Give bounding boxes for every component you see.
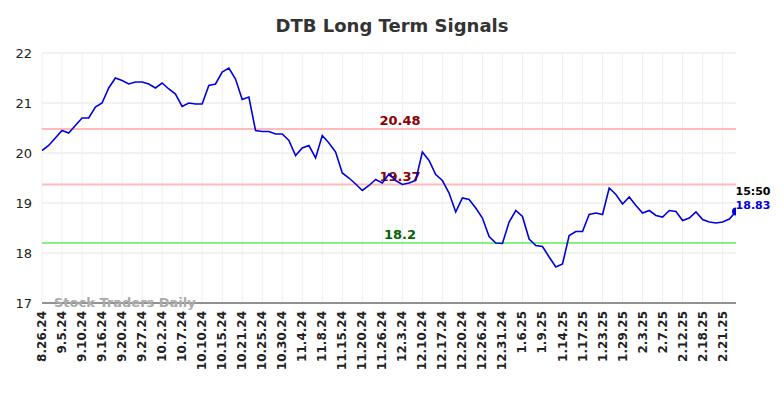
- title: DTB Long Term Signals: [276, 15, 509, 36]
- x-tick-label: 1.9.25: [535, 311, 549, 354]
- grid-line-x: [282, 53, 283, 303]
- grid-line-x: [582, 53, 583, 303]
- level-line: [42, 242, 736, 244]
- grid-line-x: [342, 53, 343, 303]
- x-tick-label: 2.21.25: [716, 311, 730, 362]
- grid-line-x: [62, 53, 63, 303]
- grid-line-x: [262, 53, 263, 303]
- x-tick-label: 12.26.24: [475, 311, 489, 370]
- y-tick-label: 18: [15, 246, 32, 261]
- x-tick-label: 10.10.24: [195, 311, 209, 370]
- level-line: [42, 184, 736, 186]
- grid-line-x: [682, 53, 683, 303]
- grid-line-x: [102, 53, 103, 303]
- x-tick-label: 1.14.25: [556, 311, 570, 362]
- level-label: 20.48: [379, 113, 420, 128]
- x-tick-label: 10.30.24: [275, 311, 289, 370]
- x-tick-label: 10.15.24: [215, 311, 229, 370]
- grid-line-x: [322, 53, 323, 303]
- grid-line-x: [502, 53, 503, 303]
- grid-line-x: [122, 53, 123, 303]
- x-tick-label: 12.3.24: [395, 311, 409, 362]
- x-tick-label: 10.2.24: [155, 311, 169, 362]
- grid-line-x: [442, 53, 443, 303]
- price-line: [42, 68, 736, 267]
- x-tick-label: 1.6.25: [515, 311, 529, 354]
- x-tick-label: 12.20.24: [455, 311, 469, 370]
- grid-line: [42, 153, 736, 154]
- last-value: 18.83: [736, 199, 771, 212]
- grid-line-x: [362, 53, 363, 303]
- grid-line-x: [302, 53, 303, 303]
- grid-line-x: [662, 53, 663, 303]
- chart: DTB Long Term Signals 17 18 19 20 21 22 8.26.24…: [0, 0, 784, 398]
- level-line: [42, 128, 736, 130]
- y-tick-label: 19: [15, 196, 32, 211]
- grid-line-x: [202, 53, 203, 303]
- x-tick-label: 11.8.24: [315, 311, 329, 362]
- y-tick-label: 21: [15, 96, 32, 111]
- x-tick-label: 11.4.24: [295, 311, 309, 362]
- x-tick-label: 8.26.24: [35, 311, 49, 362]
- grid-line-x: [162, 53, 163, 303]
- grid-line: [42, 253, 736, 254]
- x-tick-label: 10.21.24: [235, 311, 249, 370]
- x-tick-label: 1.17.25: [576, 311, 590, 362]
- grid-line-x: [222, 53, 223, 303]
- grid-line-x: [642, 53, 643, 303]
- watermark: Stock Traders Daily: [54, 295, 196, 310]
- x-tick-label: 2.7.25: [656, 311, 670, 354]
- x-tick-label: 2.18.25: [696, 311, 710, 362]
- grid-line-x: [182, 53, 183, 303]
- x-tick-label: 10.7.24: [175, 311, 189, 362]
- grid-line-x: [82, 53, 83, 303]
- x-tick-label: 2.12.25: [676, 311, 690, 362]
- x-tick-label: 11.15.24: [335, 311, 349, 370]
- x-tick-label: 11.26.24: [375, 311, 389, 370]
- grid-line-x: [242, 53, 243, 303]
- grid-line-x: [522, 53, 523, 303]
- x-tick-label: 9.16.24: [95, 311, 109, 362]
- grid-line-x: [622, 53, 623, 303]
- x-tick-label: 12.10.24: [415, 311, 429, 370]
- x-tick-label: 9.5.24: [55, 311, 69, 354]
- x-tick-label: 9.27.24: [135, 311, 149, 362]
- x-tick-label: 12.17.24: [435, 311, 449, 370]
- grid-line-x: [462, 53, 463, 303]
- grid-line-x: [542, 53, 543, 303]
- y-tick-label: 20: [15, 146, 32, 161]
- grid-line: [42, 53, 736, 54]
- grid-line-x: [422, 53, 423, 303]
- grid-line: [42, 203, 736, 204]
- y-tick-label: 22: [15, 46, 32, 61]
- grid-line-x: [562, 53, 563, 303]
- x-tick-label: 1.23.25: [596, 311, 610, 362]
- x-tick-label: 10.25.24: [255, 311, 269, 370]
- plot-area: [42, 68, 736, 267]
- x-tick-label: 9.10.24: [75, 311, 89, 362]
- x-tick-label: 2.3.25: [636, 311, 650, 354]
- grid-line-x: [482, 53, 483, 303]
- grid-line-x: [702, 53, 703, 303]
- x-tick-label: 9.20.24: [115, 311, 129, 362]
- grid-line-x: [142, 53, 143, 303]
- level-label: 18.2: [384, 227, 416, 242]
- grid-line-x: [602, 53, 603, 303]
- grid-line: [42, 103, 736, 104]
- y-tick-label: 17: [15, 296, 32, 311]
- last-time: 15:50: [735, 185, 770, 198]
- x-tick-label: 1.29.25: [616, 311, 630, 362]
- x-tick-label: 12.31.24: [495, 311, 509, 370]
- grid-line-x: [722, 53, 723, 303]
- x-tick-label: 11.20.24: [355, 311, 369, 370]
- grid-line-x: [42, 53, 43, 303]
